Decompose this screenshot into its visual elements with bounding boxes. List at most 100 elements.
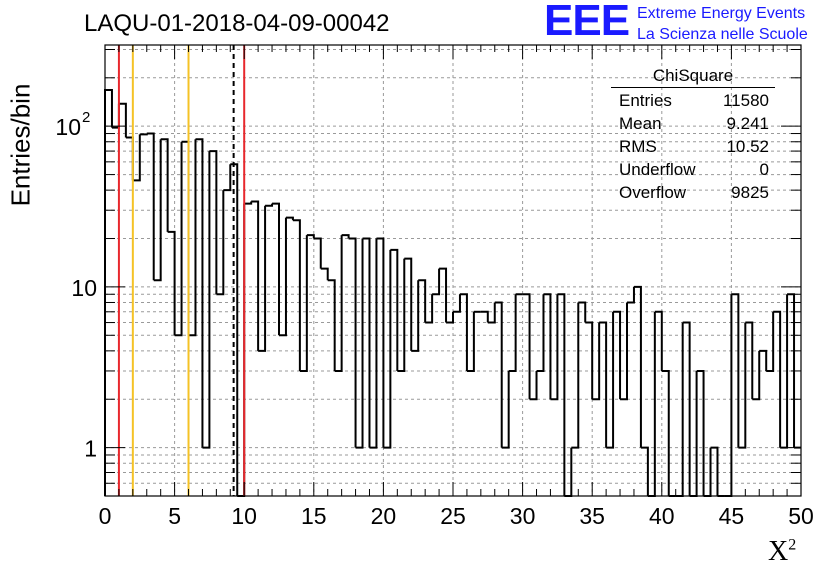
histogram-bin <box>501 370 510 449</box>
histogram-bin <box>745 321 754 400</box>
histogram-bin <box>766 311 775 372</box>
x-tick-label: 5 <box>168 503 181 529</box>
histogram-bin <box>174 141 183 337</box>
axes <box>104 44 802 497</box>
histogram-bin <box>216 190 225 296</box>
histogram-bin <box>585 321 594 400</box>
histogram-bin <box>118 102 127 138</box>
histogram-bin <box>111 103 120 129</box>
histogram-bin <box>223 164 232 192</box>
histogram-bin <box>724 294 733 497</box>
eee-logo: EEE <box>544 0 644 45</box>
histogram-bin <box>376 237 385 448</box>
x-tick-label: 25 <box>440 503 466 529</box>
histogram-bin <box>710 446 719 496</box>
chart-title: LAQU-01-2018-04-09-00042 <box>84 10 390 37</box>
y-tick-label: 10 <box>71 275 97 301</box>
histogram-bin <box>404 257 413 351</box>
histogram-bin <box>613 310 622 400</box>
histogram-bin <box>258 205 267 352</box>
stats-label: Underflow <box>619 160 696 179</box>
histogram-bin <box>571 302 580 449</box>
histogram-bin <box>230 163 239 496</box>
x-tick-label: 50 <box>788 503 814 529</box>
x-tick-label: 30 <box>510 503 536 529</box>
histogram-bin <box>160 138 169 232</box>
histogram-bin <box>759 349 768 371</box>
x-axis-label-superscript: 2 <box>788 536 797 554</box>
histogram-bin <box>244 201 253 205</box>
histogram-bin <box>494 301 503 448</box>
histogram-bin <box>543 293 552 400</box>
histogram-bin <box>536 294 545 372</box>
histogram-bin <box>578 301 587 323</box>
histogram-bin <box>529 370 538 401</box>
histogram-bin <box>390 248 399 371</box>
stats-label: Mean <box>619 114 662 133</box>
y-tick-label-exponent: 2 <box>82 109 90 126</box>
histogram-bin <box>487 302 496 324</box>
y-tick-label: 10 <box>55 114 81 140</box>
histogram-bin <box>188 139 197 337</box>
histogram-bin <box>557 293 566 496</box>
histogram-bin <box>341 234 350 239</box>
y-tick-label: 1 <box>84 436 97 462</box>
histogram-bin <box>654 310 663 371</box>
histogram-bin <box>459 293 468 371</box>
histogram-bin <box>606 311 615 449</box>
histogram-bin <box>195 138 204 448</box>
x-tick-label: 0 <box>99 503 112 529</box>
histogram-bin <box>439 267 448 323</box>
histogram-bin <box>167 230 176 336</box>
histogram-bin <box>633 285 642 448</box>
x-tick-label: 15 <box>301 503 327 529</box>
histogram-bin <box>132 134 141 182</box>
histogram-bin <box>689 370 698 497</box>
logo-mark: EEE <box>544 0 630 45</box>
logo-line-2: La Scienza nelle Scuole <box>637 26 808 43</box>
histogram-bin <box>592 322 601 401</box>
stats-value: 11580 <box>722 91 769 110</box>
histogram-bin <box>306 234 315 239</box>
histogram-bin <box>299 235 308 372</box>
stats-row-overflow: Overflow 9825 <box>611 181 775 204</box>
histogram-bin <box>738 322 747 449</box>
histogram-bin <box>599 321 608 448</box>
histogram-bin <box>209 150 218 295</box>
histogram-bin <box>397 258 406 372</box>
histogram-bin <box>752 350 761 401</box>
stats-row-mean: Mean 9.241 <box>611 112 775 135</box>
histogram-bin <box>432 268 441 296</box>
histogram-bin <box>696 369 705 496</box>
histogram-bin <box>327 279 336 371</box>
histogram-bin <box>369 238 378 449</box>
histogram-bin <box>362 237 371 448</box>
histogram-bin <box>355 238 364 449</box>
x-tick-label: 35 <box>579 503 605 529</box>
histogram-bin <box>773 310 782 448</box>
stats-value: 9825 <box>731 183 769 202</box>
histogram-bin <box>279 217 287 337</box>
histogram-bin <box>425 294 434 324</box>
histogram-bin <box>682 321 691 496</box>
stats-value: 10.52 <box>726 137 769 156</box>
histogram-bin <box>383 249 392 449</box>
histogram-bin <box>334 235 343 372</box>
x-tick-label: 45 <box>719 503 745 529</box>
histogram-bin <box>647 311 656 497</box>
histogram-bin <box>292 219 301 371</box>
histogram-bin <box>237 203 246 497</box>
histogram-bin <box>675 322 684 497</box>
histogram-bin <box>446 311 454 324</box>
histogram-bin <box>125 136 134 181</box>
stats-label: RMS <box>619 137 657 156</box>
histogram-bin <box>731 293 740 448</box>
histogram-bin <box>522 293 531 400</box>
stats-label: Entries <box>619 91 672 110</box>
histogram-bin <box>466 311 475 372</box>
histogram-bin <box>285 216 294 221</box>
stats-value: 0 <box>759 160 769 179</box>
